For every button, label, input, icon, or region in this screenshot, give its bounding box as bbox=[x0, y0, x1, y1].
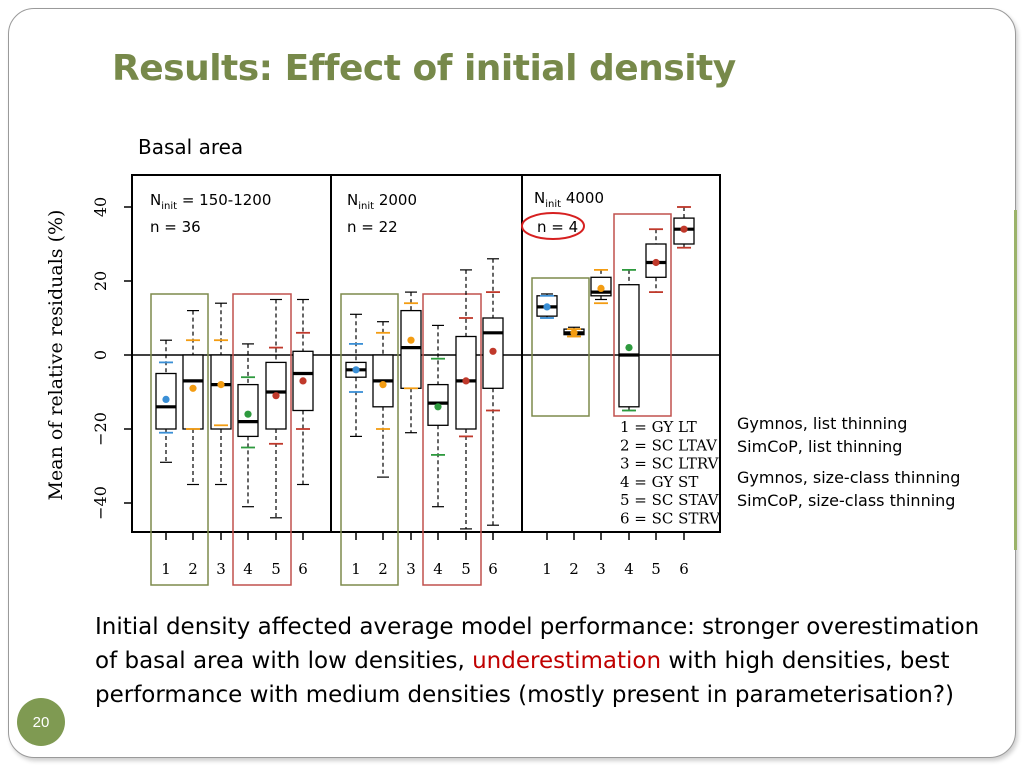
x-tick-label-p1-4: 4 bbox=[243, 560, 253, 578]
box-body-p1-3 bbox=[210, 354, 232, 430]
group-highlight-p3-green bbox=[531, 277, 590, 417]
box-p1-model4 bbox=[237, 343, 259, 508]
x-tick-label-p3-3: 3 bbox=[596, 560, 606, 578]
mean-point-p2-2 bbox=[379, 381, 387, 389]
y-tick-label-0: −40 bbox=[91, 486, 110, 520]
y-tick-label-2: 0 bbox=[91, 350, 110, 360]
mean-point-p1-6 bbox=[299, 377, 307, 385]
mean-point-p2-4 bbox=[434, 403, 442, 411]
mean-point-p1-1 bbox=[162, 395, 170, 403]
caption-part-1: Initial density affected average model p… bbox=[95, 614, 980, 674]
x-tick-label-p2-6: 6 bbox=[488, 560, 498, 578]
mean-point-p1-2 bbox=[189, 384, 197, 392]
panel-n-label-2: n = 22 bbox=[347, 218, 398, 236]
mean-point-p2-5 bbox=[462, 377, 470, 385]
x-tick-label-p1-1: 1 bbox=[161, 560, 171, 578]
box-p1-model3 bbox=[210, 302, 232, 486]
box-p1-model5 bbox=[265, 298, 287, 519]
chart-subtitle: Basal area bbox=[138, 135, 244, 159]
box-p1-model1 bbox=[155, 339, 177, 463]
x-tick-label-p3-5: 5 bbox=[651, 560, 661, 578]
mean-point-p1-3 bbox=[217, 381, 225, 389]
plot-frame bbox=[131, 174, 721, 533]
mean-point-p1-4 bbox=[244, 410, 252, 418]
x-tick-label-p2-1: 1 bbox=[351, 560, 361, 578]
legend-entry-1: 1 = GY LT bbox=[620, 418, 697, 436]
panel-n-label-3: n = 4 bbox=[537, 218, 578, 236]
box-p3-model6 bbox=[673, 206, 695, 249]
x-tick-label-p1-3: 3 bbox=[216, 560, 226, 578]
x-tick-label-p2-4: 4 bbox=[433, 560, 443, 578]
box-p2-model1 bbox=[345, 313, 367, 437]
box-p2-model4 bbox=[427, 324, 449, 508]
x-tick-label-p2-5: 5 bbox=[461, 560, 471, 578]
x-tick-label-p3-4: 4 bbox=[624, 560, 634, 578]
box-p3-model5 bbox=[645, 228, 667, 294]
group-highlight-p3-red bbox=[613, 213, 672, 417]
box-body-p1-2 bbox=[182, 354, 204, 430]
mean-point-p3-2 bbox=[570, 329, 578, 337]
group-highlight-p2-green bbox=[340, 293, 399, 586]
caption-part-2: with high densities, best performance wi… bbox=[95, 648, 955, 708]
mean-point-p1-5 bbox=[272, 392, 280, 400]
legend-entry-2: 2 = SC LTAV bbox=[620, 436, 718, 454]
legend-description-4: SimCoP, size-class thinning bbox=[737, 491, 956, 510]
legend-entry-3: 3 = SC LTRV bbox=[620, 455, 720, 473]
legend-entry-5: 5 = SC STAV bbox=[620, 491, 720, 509]
panel-density-label-2: Ninit 2000 bbox=[347, 191, 417, 212]
mean-point-p3-4 bbox=[625, 344, 633, 352]
mean-point-p3-6 bbox=[680, 225, 688, 233]
mean-point-p2-6 bbox=[489, 347, 497, 355]
box-p3-model4 bbox=[618, 268, 640, 412]
panel-density-label-3: Ninit 4000 bbox=[534, 189, 604, 210]
box-p3-model3 bbox=[590, 268, 612, 305]
box-p3-model1 bbox=[536, 293, 558, 319]
box-body-p1-4 bbox=[237, 383, 259, 438]
caption-highlight: underestimation bbox=[472, 648, 662, 674]
legend-description-1: Gymnos, list thinning bbox=[737, 414, 908, 433]
box-body-p2-3 bbox=[400, 309, 422, 389]
legend-entry-4: 4 = GY ST bbox=[620, 473, 698, 491]
mean-point-p3-3 bbox=[597, 284, 605, 292]
y-tick-label-4: 40 bbox=[91, 197, 110, 217]
x-tick-label-p2-3: 3 bbox=[406, 560, 416, 578]
x-tick-label-p1-2: 2 bbox=[188, 560, 198, 578]
n-label-circle-highlight bbox=[521, 212, 585, 240]
mean-point-p2-1 bbox=[352, 366, 360, 374]
x-tick-label-p3-1: 1 bbox=[542, 560, 552, 578]
box-p1-model6 bbox=[292, 298, 314, 486]
slide-side-accent bbox=[1014, 210, 1017, 550]
legend-description-3: Gymnos, size-class thinning bbox=[737, 468, 961, 487]
slide-caption: Initial density affected average model p… bbox=[95, 610, 995, 712]
y-tick-label-3: 20 bbox=[91, 271, 110, 291]
box-p3-model2 bbox=[563, 326, 585, 338]
box-p2-model3 bbox=[400, 291, 422, 434]
box-p2-model2 bbox=[372, 321, 394, 478]
x-tick-label-p1-6: 6 bbox=[298, 560, 308, 578]
mean-point-p3-5 bbox=[652, 258, 660, 267]
group-highlight-p2-red bbox=[422, 293, 482, 586]
mean-point-p2-3 bbox=[407, 336, 415, 344]
group-highlight-p1-green bbox=[150, 293, 209, 586]
x-tick-label-p2-2: 2 bbox=[378, 560, 388, 578]
y-axis-label: Mean of relative residuals (%) bbox=[45, 210, 67, 501]
legend-description-2: SimCoP, list thinning bbox=[737, 437, 903, 456]
y-tick-label-1: −20 bbox=[91, 412, 110, 446]
page-number-badge: 20 bbox=[17, 698, 65, 746]
x-tick-label-p1-5: 5 bbox=[271, 560, 281, 578]
box-p2-model5 bbox=[455, 269, 477, 530]
x-tick-label-p3-2: 2 bbox=[569, 560, 579, 578]
box-p2-model6 bbox=[482, 258, 504, 526]
x-tick-label-p3-6: 6 bbox=[679, 560, 689, 578]
slide-title: Results: Effect of initial density bbox=[112, 48, 736, 89]
mean-point-p3-1 bbox=[543, 303, 551, 311]
panel-density-label-1: Ninit = 150-1200 bbox=[150, 191, 271, 212]
legend-entry-6: 6 = SC STRV bbox=[620, 510, 721, 528]
box-p1-model2 bbox=[182, 310, 204, 486]
group-highlight-p1-red bbox=[232, 293, 292, 586]
panel-n-label-1: n = 36 bbox=[150, 218, 201, 236]
